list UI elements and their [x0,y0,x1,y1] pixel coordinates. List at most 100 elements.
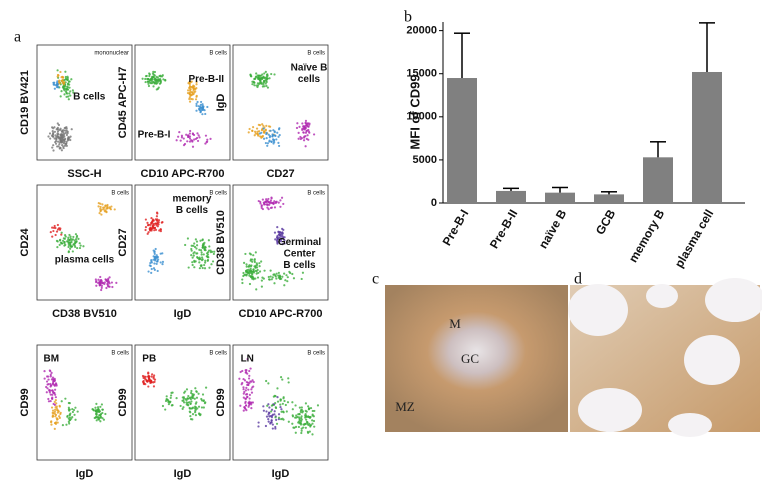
cell-dot [152,381,155,384]
cell-dot [95,284,98,287]
cell-dot [97,278,100,281]
cell-dot [56,130,60,133]
cell-dot [55,405,58,408]
cell-dot [183,142,187,146]
cell-dot [77,237,80,240]
cell-dot [47,378,50,381]
cell-dot [307,415,310,418]
cell-dot [67,408,70,411]
cell-dot [281,242,284,246]
cell-dot [267,275,270,279]
cell-dot [239,404,242,407]
cell-dot [201,238,204,241]
cell-dot [297,421,300,424]
cell-dot [63,93,66,96]
cell-dot [194,238,197,241]
cell-dot [72,243,75,246]
fat-cells [568,278,762,437]
cell-dot [195,80,198,84]
cell-dot [150,375,153,378]
cell-dot [154,247,157,251]
cell-dot [263,85,266,88]
cell-dot [260,279,263,282]
cell-dot [195,109,198,112]
cell-dot [74,233,78,236]
gate-label: B cells [307,351,325,357]
cell-dot [200,406,204,409]
cell-dot [257,271,260,275]
cell-dot [244,397,247,400]
cell-dot [271,427,274,430]
cell-dot [274,238,277,241]
cell-dot [249,367,252,370]
cell-dot [304,422,307,425]
cell-dot [278,231,282,234]
cell-dot [199,105,202,108]
cell-dot [48,132,52,135]
x-axis-label: IgD [76,468,94,480]
cell-dot [251,379,254,382]
cell-dot [52,149,55,152]
gate-annotation: cells [298,74,321,85]
cell-dot [185,388,189,391]
cell-dot [68,92,71,95]
cell-dot [261,207,264,211]
cell-dot [63,81,66,84]
cell-dot [59,241,63,244]
cell-dot [54,422,58,426]
cell-dot [152,377,155,380]
cell-dot [200,100,203,104]
cell-dot [292,277,296,280]
cell-dot [193,260,196,263]
cell-dot [202,253,205,256]
cell-dot [65,133,68,137]
x-axis-label: IgD [272,468,290,480]
cell-dot [76,246,79,250]
cell-dot [255,288,258,291]
cell-dot [190,389,193,393]
cell-dot [54,226,57,230]
cell-dot [103,206,106,209]
cell-dot [75,236,78,239]
cell-dot [245,274,248,277]
cell-dot [154,78,157,82]
gate-label: B cells [111,191,129,197]
cell-dot [200,251,203,254]
cell-dot [211,260,215,263]
cell-dot [279,375,283,379]
cell-dot [192,89,195,92]
cell-dot [283,272,286,275]
cell-dot [64,131,67,134]
cell-dot [186,135,190,139]
cell-dot [269,206,273,210]
cell-dot [203,267,207,270]
cell-dot [58,243,61,247]
gate-label: B cells [209,51,227,57]
cell-dot [69,241,72,244]
cell-dot [178,131,181,134]
cell-dot [262,83,265,86]
cell-dot [106,203,109,207]
cell-dot [260,205,263,208]
cell-dot [101,203,104,206]
cell-dot [202,243,205,246]
cell-dot [269,269,272,272]
cell-dot [268,278,271,281]
cell-dot [155,211,159,214]
cell-dot [266,203,269,206]
cell-dot [199,103,202,106]
cell-dot [168,401,172,404]
x-tick-label: plasma cell [672,207,716,270]
cell-dot [56,126,59,129]
cell-dot [289,271,292,275]
cell-dot [294,431,297,434]
cell-dot [193,138,196,141]
cell-dot [311,413,314,416]
cell-dot [55,230,59,233]
cell-dot [65,423,68,426]
cell-dot [190,249,193,252]
cell-dot [248,127,251,131]
cell-dot [151,218,155,221]
gate-annotation: B cells [283,260,316,271]
